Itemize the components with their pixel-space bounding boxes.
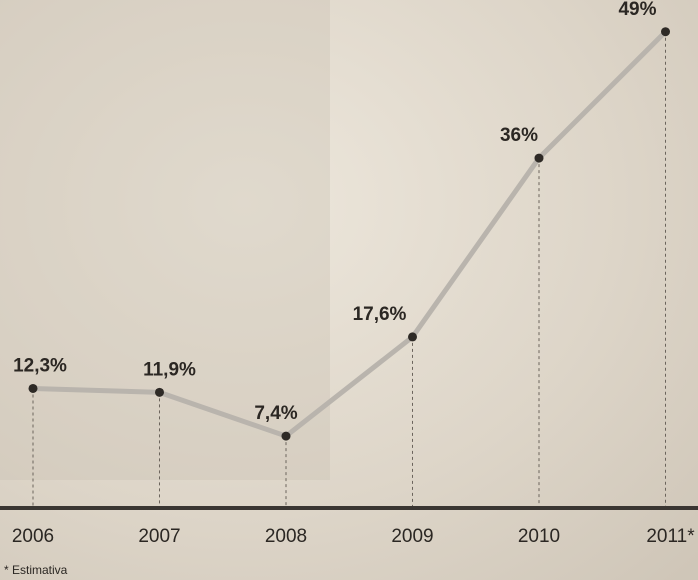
value-label: 49% (618, 0, 656, 20)
data-point (155, 387, 164, 397)
data-point (534, 153, 544, 163)
data-point (661, 27, 670, 37)
x-tick-label: 2007 (138, 526, 180, 547)
x-tick-label: 2006 (12, 526, 54, 547)
x-tick-label: 2010 (518, 526, 560, 547)
footnote: * Estimativa (4, 563, 68, 577)
value-label: 11,9% (143, 359, 196, 380)
value-label: 36% (500, 125, 538, 146)
value-label: 7,4% (254, 403, 297, 424)
x-tick-label: 2008 (265, 526, 307, 547)
x-tick-label: 2009 (391, 526, 433, 547)
data-point (281, 431, 291, 441)
x-tick-label: 2011* (646, 526, 695, 547)
data-line (32, 29, 668, 439)
data-point (408, 332, 417, 342)
data-point (28, 383, 38, 393)
value-label: 17,6% (353, 304, 407, 325)
photo-area (0, 0, 330, 480)
value-label: 12,3% (13, 355, 67, 376)
